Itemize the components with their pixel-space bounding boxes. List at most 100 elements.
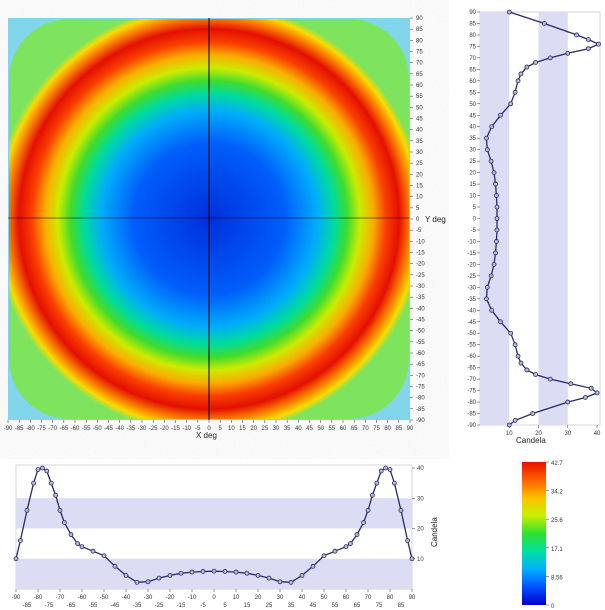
heatmap-y-tick-label: 25 — [416, 161, 423, 167]
heatmap-y-tick-label: 55 — [416, 94, 423, 100]
vertical-profile-point — [493, 193, 499, 198]
horizontal-profile-point — [233, 569, 239, 575]
vertical-profile-point — [484, 284, 490, 290]
horizontal-profile-y-tick-label: 30 — [417, 496, 424, 502]
heatmap-y-tick-label: -45 — [416, 318, 425, 324]
horizontal-profile-point — [156, 575, 162, 581]
vertical-profile-x-label: Candela — [516, 436, 546, 445]
vertical-profile-point — [547, 376, 553, 382]
vertical-profile-point — [585, 46, 591, 52]
heatmap-y-label: Y deg — [425, 215, 446, 224]
horizontal-profile-point — [79, 544, 85, 550]
horizontal-profile-point — [332, 548, 338, 554]
vertical-profile-point — [488, 158, 494, 164]
horizontal-profile-point — [48, 480, 54, 486]
vertical-profile-point — [493, 181, 498, 187]
horizontal-profile-point — [189, 569, 195, 575]
vertical-profile-point — [524, 64, 530, 70]
horizontal-profile-point — [387, 467, 393, 472]
vertical-profile-y-tick-label: 90 — [469, 10, 476, 16]
vertical-profile-point — [488, 273, 494, 279]
heatmap-y-tick-label: 70 — [416, 61, 423, 67]
heatmap-x-tick-label: -15 — [171, 426, 180, 432]
heatmap-x-tick-label: 5 — [218, 426, 222, 432]
heatmap-y-tick-label: 75 — [416, 50, 423, 56]
horizontal-profile-point — [112, 563, 118, 569]
vertical-profile-y-tick-label: 50 — [469, 102, 476, 108]
vertical-profile-y-tick-label: -60 — [467, 354, 476, 360]
heatmap-y-tick-label: -55 — [416, 340, 425, 346]
vertical-profile-point — [565, 399, 571, 405]
colorbar-tick-label: 25.6 — [551, 518, 563, 524]
heatmap-y-tick-label: 45 — [416, 117, 423, 123]
horizontal-profile-point — [405, 538, 411, 544]
horizontal-profile-x-minor-tick-label: 45 — [310, 603, 317, 609]
horizontal-profile-point — [365, 507, 371, 513]
heatmap-y-tick-label: 0 — [416, 217, 420, 223]
vertical-profile-point — [508, 330, 514, 336]
horizontal-profile-point — [361, 520, 367, 525]
heatmap-y-ticks: 908580757065605550454035302520151050-5-1… — [410, 16, 425, 424]
vertical-profile-point — [582, 395, 588, 400]
heatmap-y-tick-label: -30 — [416, 284, 425, 290]
horizontal-profile-x-tick-label: 40 — [299, 595, 306, 601]
heatmap-x-tick-label: -70 — [48, 426, 57, 432]
vertical-profile-point — [515, 353, 521, 359]
horizontal-profile-x-tick-label: -40 — [122, 595, 131, 601]
horizontal-profile-y-tick-label: 10 — [417, 557, 424, 563]
heatmap-y-tick-label: -70 — [416, 373, 425, 379]
heatmap-y-tick-label: -35 — [416, 295, 425, 301]
horizontal-profile-point — [391, 480, 397, 486]
horizontal-profile-x-minor-tick-label: -65 — [67, 603, 76, 609]
heatmap-y-tick-label: -85 — [416, 407, 425, 413]
vertical-profile-point — [494, 216, 500, 221]
vertical-profile-point — [515, 78, 521, 84]
horizontal-profile-x-minor-tick-label: -45 — [111, 603, 120, 609]
horizontal-profile-x-tick-label: -80 — [34, 595, 43, 601]
vertical-profile-point — [489, 307, 495, 313]
vertical-profile-y-tick-label: 10 — [469, 194, 476, 200]
vertical-profile-band — [538, 12, 568, 425]
vertical-profile-bands — [480, 12, 568, 425]
vertical-profile-series-line — [485, 11, 601, 426]
colorbar-tick-label: 17.1 — [551, 547, 563, 553]
horizontal-profile-x-tick-label: 60 — [343, 595, 350, 601]
vertical-profile-point — [518, 71, 524, 77]
vertical-profile-point — [493, 239, 499, 244]
horizontal-profile-x-minor-tick-label: -85 — [23, 603, 32, 609]
horizontal-profile-point — [134, 579, 140, 585]
horizontal-profile-y-tick-label: 40 — [417, 466, 424, 472]
vertical-profile-point — [484, 135, 489, 141]
vertical-profile-x-tick-label: 10 — [506, 431, 513, 437]
heatmap-x-tick-label: 60 — [340, 426, 347, 432]
vertical-profile-y-tick-label: 55 — [469, 90, 476, 96]
horizontal-profile-panel: 10 20 30 40 -90 -80 -70 -60 -50 -40 -30 -20 -10 0 10 2… — [12, 464, 439, 609]
horizontal-profile-point — [374, 480, 380, 486]
heatmap-x-tick-label: 20 — [250, 426, 257, 432]
vertical-profile-y-tick-label: -30 — [467, 285, 476, 291]
horizontal-profile-point — [75, 541, 80, 547]
vertical-profile-y-tick-label: -5 — [471, 228, 477, 234]
vertical-profile-y-tick-label: -35 — [467, 297, 476, 303]
horizontal-profile-point — [378, 468, 384, 474]
heatmap-y-tick-label: 85 — [416, 27, 423, 33]
heatmap-x-tick-label: -35 — [126, 426, 135, 432]
heatmap-panel: 908580757065605550454035302520151050-5-1… — [4, 16, 446, 440]
horizontal-profile-band — [16, 558, 412, 589]
heatmap-y-tick-label: 10 — [416, 195, 423, 201]
vertical-profile-y-tick-label: 25 — [469, 159, 476, 165]
horizontal-profile-point — [321, 553, 327, 559]
horizontal-profile-x-tick-label: 70 — [365, 595, 372, 601]
horizontal-profile-point — [354, 532, 360, 537]
vertical-profile-point — [506, 422, 512, 428]
heatmap-x-tick-label: 40 — [295, 426, 302, 432]
horizontal-profile-point — [167, 572, 173, 578]
vertical-profile-point — [508, 101, 514, 107]
horizontal-profile-point — [57, 507, 63, 513]
vertical-profile-x-tick-label: 40 — [594, 431, 601, 437]
heatmap-y-tick-label: -90 — [416, 418, 425, 424]
vertical-profile-y-tick-label: 80 — [469, 33, 476, 39]
vertical-profile-y-tick-label: 20 — [469, 171, 476, 177]
vertical-profile-y-tick-label: -45 — [467, 320, 476, 326]
